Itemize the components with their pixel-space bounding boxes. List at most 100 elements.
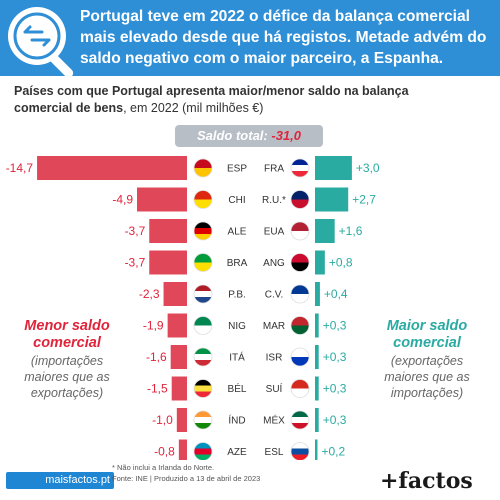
negative-value-label: -1,9 [143,319,164,333]
positive-value-label: +0,3 [323,319,347,333]
positive-value-label: +0,3 [323,350,347,364]
negative-bar [149,219,187,243]
negative-value-label: -2,3 [139,287,160,301]
positive-value-label: +0,4 [324,287,348,301]
negative-value-label: -1,6 [146,350,167,364]
negative-category-label: ESP [227,164,247,175]
chart-subtitle: Países com que Portugal apresenta maior/… [14,83,434,117]
spain-flag-icon [193,158,213,178]
positive-category-label: ISR [266,353,283,364]
negative-category-label: ÍND [228,414,245,427]
positive-value-label: +0,3 [323,413,347,427]
positive-value-label: +0,3 [323,382,347,396]
positive-bar [315,187,349,212]
subtitle-bold: Países com que Portugal apresenta maior/… [14,84,409,115]
positive-value-label: +0,8 [329,256,353,270]
negative-legend-desc: (importações maiores que as exportações) [24,354,110,400]
positive-legend-desc: (exportações maiores que as importações) [384,354,470,400]
positive-category-label: R.U.* [262,195,286,206]
cape-verde-flag-icon [290,284,310,304]
negative-value-label: -1,5 [147,382,168,396]
positive-category-label: ANG [263,258,285,269]
total-balance-badge: Saldo total: -31,0 [175,125,323,147]
positive-category-label: SUÍ [266,382,283,395]
india-flag-icon [193,410,213,430]
negative-value-label: -1,0 [152,413,173,427]
positive-category-label: MAR [263,321,285,332]
switzerland-flag-icon [290,379,310,398]
balance-bar-chart: -14,7 ESP -4,9 CHI -3,7 ALE -3,7 BRA -2,3 P.B. -1,… [6,156,380,460]
italy-flag-icon [193,347,213,367]
positive-value-label: +2,7 [352,193,376,207]
positive-category-label: ESL [265,447,284,458]
footnote: * Não inclui a Irlanda do Norte. Fonte: … [112,462,332,484]
negative-category-label: CHI [228,195,245,206]
negative-bar [163,282,187,306]
negative-category-label: BÉL [228,382,247,395]
israel-flag-icon [290,347,310,367]
morocco-flag-icon [290,316,310,335]
negative-bar [167,313,187,338]
negative-bar [37,156,188,180]
china-flag-icon [193,190,213,209]
negative-bar [170,345,187,369]
positive-bar [315,439,318,460]
negative-value-label: -3,7 [125,256,146,270]
positive-value-label: +0,2 [321,445,345,459]
positive-category-label: MÉX [263,414,285,427]
positive-bar [315,282,320,306]
footnote-note: * Não inclui a Irlanda do Norte. [112,463,215,472]
netherlands-flag-icon [193,284,213,304]
negative-legend-title: Menor saldo comercial [24,318,110,351]
positive-category-label: C.V. [265,290,284,301]
subtitle-rest: , em 2022 (mil milhões €) [123,101,264,115]
germany-flag-icon [193,221,213,241]
positive-bar [315,156,352,180]
usa-flag-icon [290,221,310,241]
negative-bar [178,439,187,460]
negative-value-label: -14,7 [6,161,34,175]
positive-bar [315,250,325,275]
azerbaijan-flag-icon [193,442,213,460]
brand-logo: +factos [380,468,473,494]
negative-value-label: -4,9 [112,193,133,207]
site-link[interactable]: maisfactos.pt [6,472,114,489]
brazil-flag-icon [193,253,213,272]
positive-legend-title: Maior saldo comercial [386,318,468,351]
positive-bar [315,376,319,401]
uk-flag-icon [290,190,310,209]
positive-bar [315,219,335,243]
slovakia-flag-icon [290,442,310,460]
negative-bar [149,250,187,275]
total-value: -31,0 [271,128,302,143]
total-label: Saldo total: [196,128,268,143]
header-banner: Portugal teve em 2022 o défice da balanç… [0,0,500,80]
france-flag-icon [290,158,310,178]
angola-flag-icon [290,253,310,272]
footnote-source: Fonte: INE | Produzido a 13 de abril de … [112,474,261,483]
negative-category-label: P.B. [228,290,246,301]
negative-value-label: -3,7 [125,224,146,238]
negative-bar [176,408,187,432]
negative-category-label: ITÁ [229,351,245,364]
headline: Portugal teve em 2022 o défice da balanç… [80,8,487,67]
negative-category-label: ALE [228,227,247,238]
positive-category-label: EUA [264,227,285,238]
negative-bar [171,376,187,401]
positive-bar [315,313,319,338]
negative-category-label: AZE [227,447,247,458]
positive-category-label: FRA [264,164,284,175]
positive-value-label: +1,6 [339,224,363,238]
magnifier-logo-icon [8,7,66,65]
positive-bar [315,345,319,369]
mexico-flag-icon [290,410,310,430]
site-link-text: maisfactos.pt [45,474,110,486]
negative-value-label: -0,8 [154,445,175,459]
negative-category-label: BRA [227,258,248,269]
negative-bar [137,187,187,212]
positive-bar [315,408,319,432]
positive-value-label: +3,0 [356,161,380,175]
nigeria-flag-icon [193,316,213,335]
negative-category-label: NIG [228,321,246,332]
